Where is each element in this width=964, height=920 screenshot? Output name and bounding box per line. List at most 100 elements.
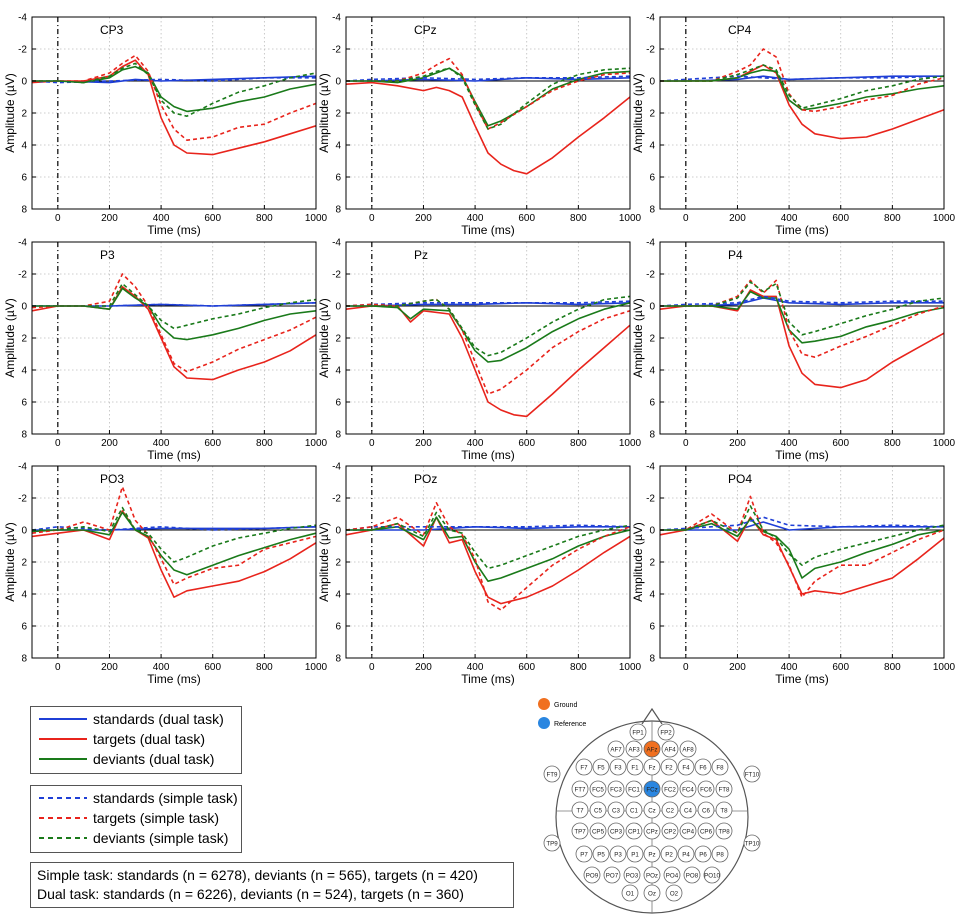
electrode-marker bbox=[703, 866, 721, 884]
electrode-label: P7 bbox=[580, 851, 588, 858]
series-line bbox=[32, 287, 317, 341]
electrode-label: CPz bbox=[646, 828, 658, 835]
electrode-label: F7 bbox=[580, 764, 588, 771]
electrode-marker bbox=[663, 866, 681, 884]
series-line bbox=[660, 521, 944, 531]
electrode-marker bbox=[592, 758, 610, 776]
legend-entry: deviants (simple task) bbox=[31, 828, 241, 848]
legend-swatch bbox=[39, 738, 87, 740]
x-tick-label: 0 bbox=[369, 662, 375, 673]
y-tick-label: 8 bbox=[335, 654, 341, 665]
electrode-label: Oz bbox=[648, 890, 656, 897]
legend-entry: standards (dual task) bbox=[31, 709, 241, 729]
electrode-label: AF7 bbox=[610, 746, 622, 753]
electrode-marker bbox=[715, 822, 733, 840]
x-tick-label: 1000 bbox=[305, 213, 328, 224]
x-tick-label: 0 bbox=[55, 213, 61, 224]
legend-label: deviants (dual task) bbox=[93, 751, 215, 767]
y-tick-label: -2 bbox=[332, 270, 341, 281]
electrode-marker bbox=[711, 758, 729, 776]
y-tick-label: 4 bbox=[335, 141, 341, 152]
electrode-label: F6 bbox=[699, 764, 707, 771]
panel-title: CPz bbox=[414, 23, 437, 37]
y-tick-label: 6 bbox=[21, 173, 27, 184]
y-tick-label: 6 bbox=[21, 398, 27, 409]
x-tick-label: 200 bbox=[101, 213, 118, 224]
y-axis-label: Amplitude (µV) bbox=[3, 298, 17, 378]
electrode-marker bbox=[543, 834, 561, 852]
electrode-marker bbox=[592, 845, 610, 863]
electrode-marker bbox=[660, 845, 678, 863]
x-tick-label: 800 bbox=[570, 438, 587, 449]
electrode-label: Pz bbox=[648, 851, 655, 858]
electrode-label: CP1 bbox=[628, 828, 641, 835]
electrode-marker bbox=[571, 780, 589, 798]
x-tick-label: 200 bbox=[101, 662, 118, 673]
legend-label: deviants (simple task) bbox=[93, 830, 229, 846]
x-tick-label: 800 bbox=[884, 213, 901, 224]
series-line bbox=[31, 509, 317, 599]
x-tick-label: 1000 bbox=[933, 438, 956, 449]
electrode-label: FT9 bbox=[546, 771, 558, 778]
panel-title: POz bbox=[414, 472, 437, 486]
electrode-label: P3 bbox=[614, 851, 622, 858]
electrode-marker bbox=[629, 723, 647, 741]
x-tick-label: 1000 bbox=[933, 213, 956, 224]
series-line bbox=[660, 495, 945, 599]
series-line bbox=[660, 505, 945, 567]
x-tick-label: 0 bbox=[683, 438, 689, 449]
y-tick-label: 2 bbox=[649, 334, 655, 345]
x-tick-label: 0 bbox=[683, 213, 689, 224]
y-axis-label: Amplitude (µV) bbox=[631, 73, 645, 153]
y-tick-label: 6 bbox=[335, 173, 341, 184]
dual-task-counts: Dual task: standards (n = 6226), deviant… bbox=[37, 886, 464, 902]
y-tick-label: 6 bbox=[649, 173, 655, 184]
y-tick-label: -4 bbox=[18, 462, 27, 473]
electrode-label: Cz bbox=[648, 807, 656, 814]
ground-marker-icon bbox=[538, 698, 550, 710]
y-tick-label: 6 bbox=[649, 622, 655, 633]
electrode-marker bbox=[643, 758, 661, 776]
series-line bbox=[660, 69, 945, 111]
electrode-label: P8 bbox=[716, 851, 724, 858]
electrode-label: AF4 bbox=[664, 746, 676, 753]
x-tick-label: 1000 bbox=[305, 438, 328, 449]
legend-dual-task: standards (dual task) targets (dual task… bbox=[30, 706, 242, 774]
series-line bbox=[659, 295, 944, 307]
x-axis-label: Time (ms) bbox=[147, 223, 201, 237]
electrode-marker bbox=[697, 780, 715, 798]
legend-swatch bbox=[39, 758, 87, 760]
chart-panel: 0 200 400 600 800 1000 -4 -2 0 2 4 6 8 Time (ms) Ampli… bbox=[317, 462, 642, 687]
y-tick-label: 0 bbox=[21, 302, 27, 313]
y-tick-label: 8 bbox=[21, 205, 27, 216]
panel-title: PO4 bbox=[728, 472, 752, 486]
y-tick-label: -2 bbox=[18, 45, 27, 56]
series-line bbox=[31, 511, 317, 576]
electrode-label: CP4 bbox=[682, 828, 695, 835]
x-tick-label: 200 bbox=[729, 213, 746, 224]
series-line bbox=[345, 75, 631, 82]
x-axis-label: Time (ms) bbox=[461, 223, 515, 237]
y-axis-label: Amplitude (µV) bbox=[317, 522, 331, 602]
panel-title: P4 bbox=[728, 248, 743, 262]
series-line bbox=[345, 298, 631, 395]
electrode-label: F8 bbox=[716, 764, 724, 771]
electrode-marker bbox=[743, 765, 761, 783]
legend-swatch bbox=[39, 797, 87, 799]
legend-label: targets (dual task) bbox=[93, 731, 206, 747]
electrode-marker bbox=[589, 801, 607, 819]
y-tick-label: -4 bbox=[18, 13, 27, 24]
x-tick-label: 0 bbox=[369, 438, 375, 449]
electrode-marker bbox=[607, 740, 625, 758]
electrode-label: F2 bbox=[665, 764, 673, 771]
x-tick-label: 800 bbox=[570, 662, 587, 673]
y-tick-label: -2 bbox=[332, 494, 341, 505]
y-tick-label: 4 bbox=[21, 590, 27, 601]
y-tick-label: -4 bbox=[332, 13, 341, 24]
series-line bbox=[346, 511, 631, 570]
y-tick-label: 8 bbox=[21, 654, 27, 665]
electrode-marker bbox=[607, 801, 625, 819]
y-tick-label: 0 bbox=[21, 526, 27, 537]
series-line bbox=[345, 300, 631, 307]
electrode-marker bbox=[589, 822, 607, 840]
